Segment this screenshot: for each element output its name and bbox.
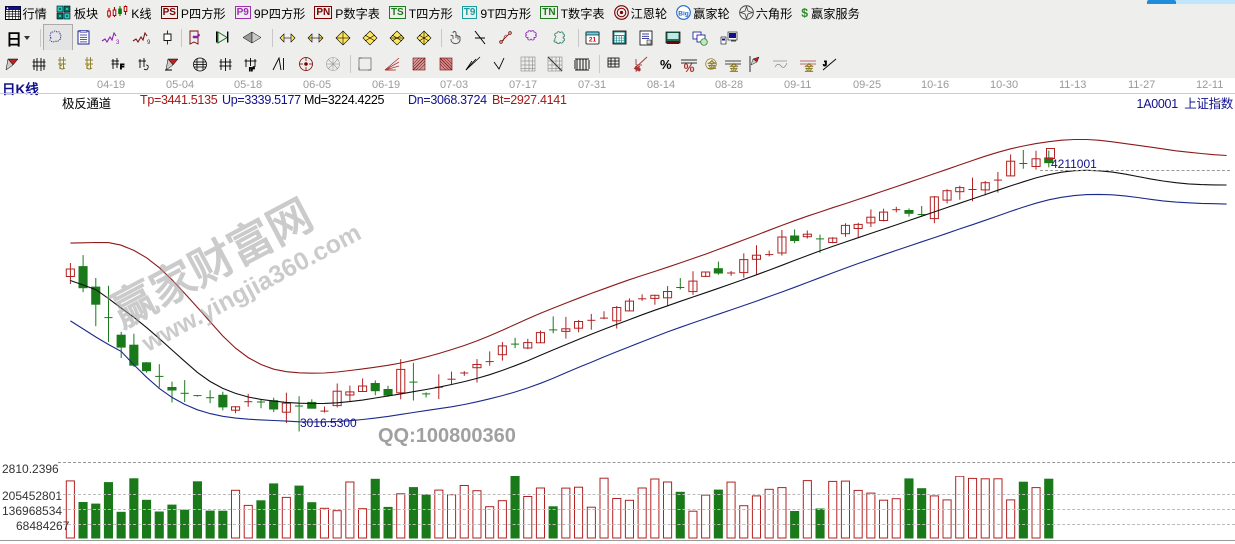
svg-text:%: % — [635, 67, 641, 72]
svg-text:Big: Big — [678, 10, 689, 17]
svg-text:3: 3 — [116, 40, 120, 45]
svg-text:n²: n² — [249, 66, 255, 72]
svg-text:J: J — [823, 61, 827, 68]
svg-text:9: 9 — [147, 40, 151, 45]
svg-text:21: 21 — [589, 36, 597, 43]
svg-text:F: F — [120, 64, 125, 71]
